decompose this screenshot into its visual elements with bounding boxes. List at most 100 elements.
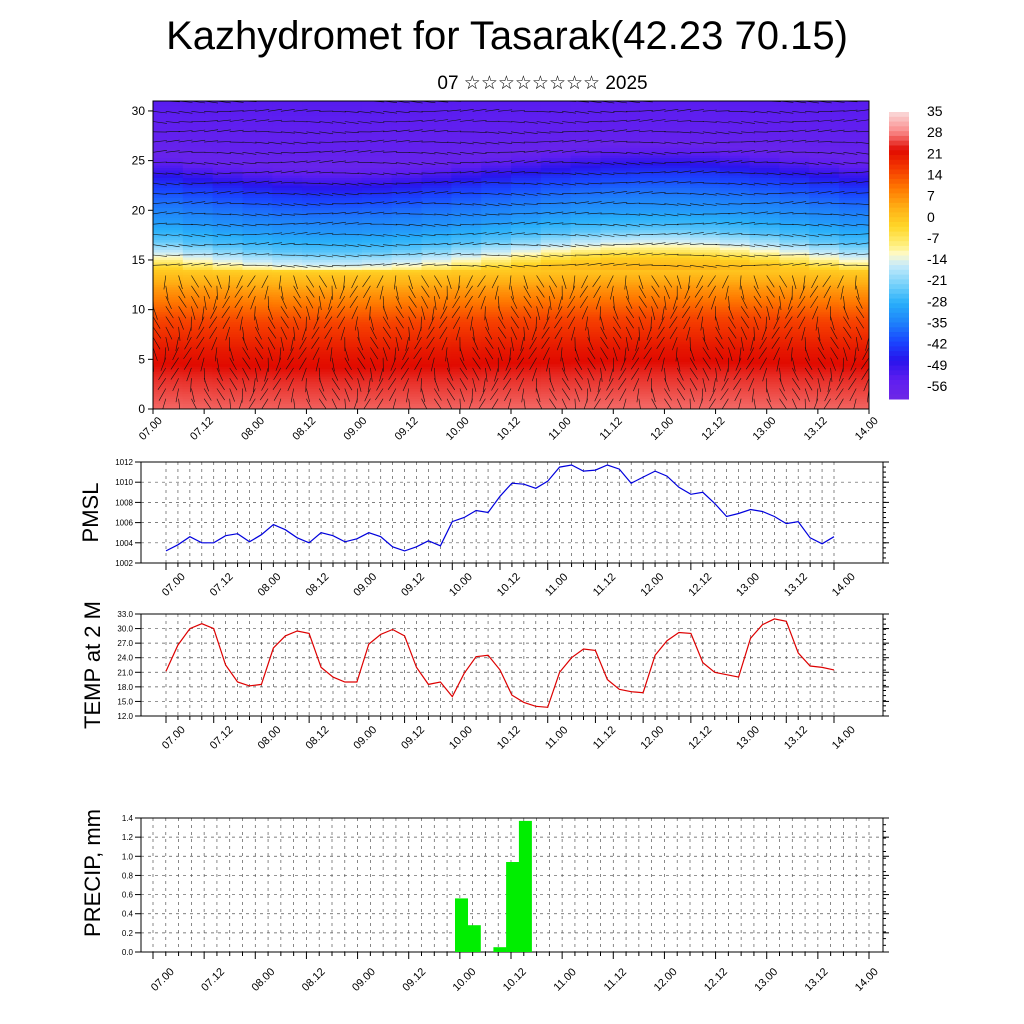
temperature-cell — [660, 364, 691, 368]
wind-barb — [843, 180, 858, 184]
temperature-cell — [690, 292, 721, 296]
temperature-cell — [481, 302, 512, 306]
temperature-cell — [212, 314, 244, 318]
temperature-cell — [361, 401, 393, 405]
temperature-cell — [332, 284, 363, 288]
temperature-cell — [630, 125, 661, 129]
wind-barb — [638, 191, 653, 194]
temperature-cell — [391, 145, 423, 149]
wind-barb — [574, 139, 589, 143]
temperature-cell — [630, 289, 661, 293]
wind-barb — [153, 193, 168, 195]
wind-barb — [792, 212, 807, 215]
temperature-cell — [540, 294, 572, 298]
wind-barb — [406, 388, 409, 403]
wind-barb — [709, 388, 716, 402]
temperature-cell — [660, 267, 691, 271]
temperature-cell — [570, 366, 602, 370]
wind-barb — [753, 275, 759, 289]
temperature-cell — [690, 272, 721, 276]
temperature-cell — [839, 287, 869, 291]
temperature-cell — [511, 153, 542, 157]
temperature-cell — [570, 284, 602, 288]
wind-barb — [771, 336, 780, 349]
temperature-cell — [600, 190, 631, 194]
wind-barb — [574, 388, 580, 402]
temperature-cell — [332, 336, 363, 341]
wind-barb — [636, 388, 640, 403]
wind-barb — [447, 141, 462, 144]
wind-barb — [293, 160, 308, 163]
wind-barb — [204, 162, 219, 165]
wind-barb — [740, 316, 750, 329]
wind-barb — [319, 265, 334, 268]
temperature-cell — [570, 371, 602, 375]
temperature-cell — [361, 329, 393, 333]
temperature-cell — [570, 272, 602, 276]
temperature-cell — [839, 240, 869, 244]
wind-barb — [549, 234, 564, 236]
temperature-cell — [242, 307, 273, 311]
wind-barb — [203, 398, 212, 409]
temperature-cell — [600, 269, 631, 273]
temperature-cell — [421, 135, 452, 139]
temperature-cell — [302, 195, 333, 199]
temperature-cell — [660, 163, 691, 167]
temperature-cell — [511, 120, 542, 124]
temperature-cell — [540, 361, 572, 365]
wind-barb — [741, 150, 756, 153]
temperature-cell — [272, 401, 303, 405]
wind-barb — [191, 408, 192, 409]
temperature-cell — [153, 158, 184, 162]
temperature-cell — [182, 240, 214, 244]
wind-barb — [860, 357, 869, 370]
temperature-cell — [153, 284, 184, 288]
temperature-cell — [839, 312, 869, 316]
temperature-cell — [481, 299, 512, 303]
wind-barb — [837, 275, 844, 289]
wind-barb — [153, 326, 162, 339]
temperature-cell — [451, 175, 482, 179]
temperature-cell — [391, 361, 423, 365]
temperature-cell — [421, 324, 452, 328]
wind-barb — [696, 275, 704, 289]
wind-barb — [170, 367, 179, 380]
wind-barb — [472, 213, 487, 216]
wind-barb — [323, 316, 333, 329]
temperature-cell — [451, 105, 482, 110]
temperature-cell — [660, 346, 691, 350]
wind-barb — [497, 306, 504, 320]
wind-barb — [600, 244, 615, 246]
temperature-cell — [153, 374, 184, 378]
temperature-cell — [540, 240, 572, 244]
wind-barb — [331, 131, 346, 134]
temperature-cell — [839, 252, 869, 256]
temperature-cell — [719, 123, 751, 127]
temperature-cell — [242, 103, 273, 107]
temperature-cell — [809, 210, 840, 214]
temperature-cell — [660, 190, 691, 194]
temperature-cell — [451, 332, 482, 336]
wind-barb — [702, 121, 717, 123]
wind-barb — [549, 182, 564, 186]
temperature-cell — [451, 406, 482, 409]
temperature-cell — [242, 105, 273, 110]
temperature-cell — [600, 259, 631, 264]
wind-barb — [447, 191, 462, 194]
wind-barb — [468, 398, 473, 409]
temperature-cell — [182, 163, 214, 167]
wind-barb — [587, 254, 602, 256]
temperature-cell — [690, 128, 721, 132]
temperature-cell — [212, 140, 244, 144]
temperature-cell — [540, 232, 572, 236]
temperature-cell — [511, 257, 542, 261]
temperature-cell — [600, 168, 631, 172]
wind-barb — [541, 326, 550, 339]
wind-barb — [242, 336, 248, 351]
temperature-cell — [809, 257, 840, 261]
temperature-cell — [690, 230, 721, 234]
temperature-cell — [570, 108, 602, 112]
y-tick-label: 1002 — [115, 559, 133, 568]
temperature-cell — [630, 217, 661, 221]
temperature-cell — [809, 207, 840, 211]
